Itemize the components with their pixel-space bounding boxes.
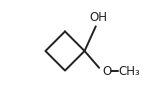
Text: O: O <box>102 65 112 78</box>
Text: CH₃: CH₃ <box>119 65 140 78</box>
Text: OH: OH <box>90 11 108 24</box>
